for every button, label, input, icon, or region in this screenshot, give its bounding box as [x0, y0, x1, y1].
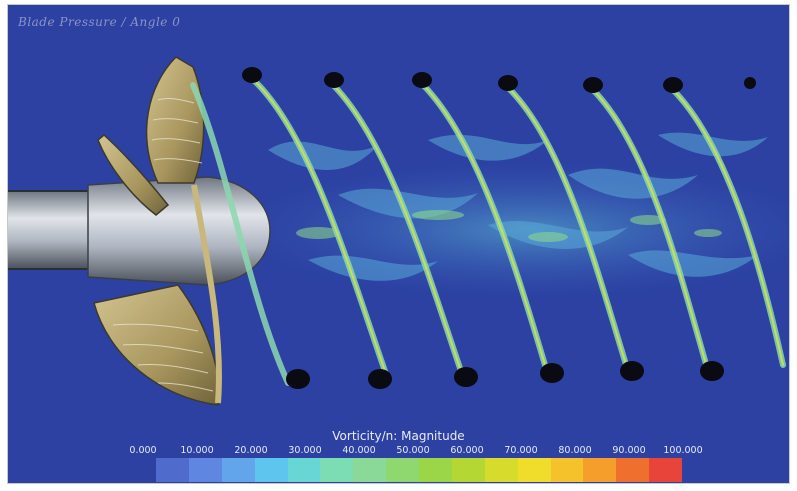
colorbar-title: Vorticity/n: Magnitude	[332, 429, 465, 443]
colorbar-swatch	[517, 458, 551, 482]
scene-label: Blade Pressure / Angle 0	[18, 15, 181, 29]
propeller-blades	[93, 56, 222, 406]
propeller-wake-render	[8, 5, 789, 483]
colorbar-swatch	[583, 458, 617, 482]
colorbar-tick-label: 70.000	[504, 445, 538, 456]
tip-vortex-helix	[190, 72, 786, 386]
colorbar-swatch	[386, 458, 419, 482]
colorbar-tick-label: 40.000	[342, 445, 376, 456]
colorbar-swatch	[550, 458, 584, 482]
colorbar-swatch	[353, 458, 387, 482]
colorbar-swatch	[221, 458, 255, 482]
colorbar-tick-label: 100.000	[663, 445, 703, 456]
left-blade	[97, 134, 170, 216]
colorbar-swatch	[156, 458, 189, 482]
colorbar-swatch	[451, 458, 485, 482]
colorbar-swatch	[320, 458, 354, 482]
colorbar-tick-label: 50.000	[396, 445, 430, 456]
lower-blade	[93, 284, 220, 406]
wake-hotspots	[296, 210, 722, 242]
colorbar-tick-label: 0.000	[129, 445, 157, 456]
colorbar-ticks: 0.000 10.000 20.000 30.000 40.000 50.000 60.00…	[8, 445, 789, 457]
colorbar-swatch	[254, 458, 288, 482]
upper-blade	[145, 56, 205, 184]
render-viewport: Blade Pressure / Angle 0 Vorticity/n: Ma…	[7, 4, 790, 484]
colorbar-swatch	[419, 458, 452, 482]
colorbar-swatch	[287, 458, 321, 482]
blade-section-lines	[112, 98, 214, 392]
colorbar	[156, 458, 682, 482]
colorbar-tick-label: 10.000	[180, 445, 214, 456]
colorbar-swatch	[649, 458, 682, 482]
colorbar-tick-label: 90.000	[612, 445, 646, 456]
propeller-hub	[87, 176, 271, 286]
colorbar-swatch	[188, 458, 222, 482]
vortex-cores	[242, 67, 756, 389]
colorbar-tick-label: 80.000	[558, 445, 592, 456]
colorbar-swatch	[616, 458, 650, 482]
colorbar-swatch	[484, 458, 518, 482]
colorbar-tick-label: 20.000	[234, 445, 268, 456]
colorbar-tick-label: 30.000	[288, 445, 322, 456]
colorbar-tick-label: 60.000	[450, 445, 484, 456]
